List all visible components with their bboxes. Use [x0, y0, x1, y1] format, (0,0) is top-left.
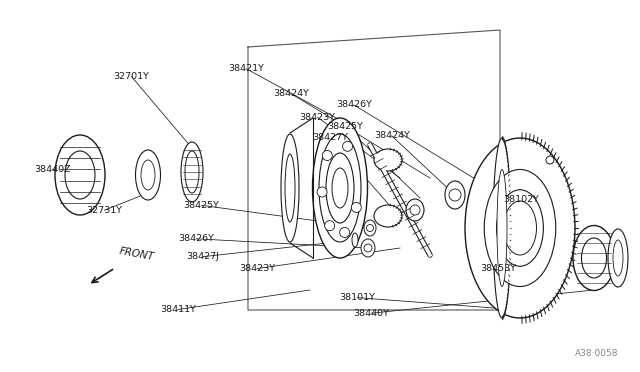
Text: 32731Y: 32731Y — [86, 206, 122, 215]
Text: 38423Y: 38423Y — [300, 113, 335, 122]
Ellipse shape — [319, 134, 361, 242]
Ellipse shape — [374, 149, 402, 171]
Text: 38411Y: 38411Y — [160, 305, 196, 314]
Circle shape — [364, 244, 372, 252]
Circle shape — [340, 227, 349, 237]
Text: 38421Y: 38421Y — [228, 64, 264, 73]
Text: 38426Y: 38426Y — [336, 100, 372, 109]
Circle shape — [449, 189, 461, 201]
Ellipse shape — [504, 201, 536, 255]
Ellipse shape — [465, 138, 575, 318]
Circle shape — [410, 205, 420, 215]
Text: FRONT: FRONT — [118, 246, 155, 262]
Ellipse shape — [582, 238, 607, 278]
Ellipse shape — [406, 199, 424, 221]
Ellipse shape — [55, 135, 105, 215]
Circle shape — [351, 202, 362, 212]
Ellipse shape — [141, 160, 155, 190]
Ellipse shape — [312, 118, 367, 258]
Text: 38424Y: 38424Y — [374, 131, 410, 140]
Circle shape — [546, 156, 554, 164]
Ellipse shape — [497, 170, 507, 286]
Circle shape — [317, 187, 327, 197]
Text: 38424Y: 38424Y — [273, 89, 309, 98]
Ellipse shape — [364, 220, 376, 236]
Ellipse shape — [181, 142, 203, 202]
Text: 38426Y: 38426Y — [179, 234, 214, 243]
Text: 38101Y: 38101Y — [339, 293, 375, 302]
Ellipse shape — [326, 153, 354, 223]
Ellipse shape — [65, 151, 95, 199]
Circle shape — [324, 221, 335, 231]
Ellipse shape — [281, 134, 299, 242]
Ellipse shape — [352, 233, 358, 247]
Circle shape — [342, 141, 353, 151]
Ellipse shape — [608, 229, 628, 287]
Ellipse shape — [445, 181, 465, 209]
Ellipse shape — [136, 150, 161, 200]
Ellipse shape — [497, 190, 543, 266]
Text: 38427J: 38427J — [186, 252, 220, 261]
Ellipse shape — [484, 170, 556, 286]
Text: 38440Z: 38440Z — [34, 165, 71, 174]
Ellipse shape — [361, 239, 375, 257]
Circle shape — [323, 150, 332, 160]
Ellipse shape — [613, 240, 623, 276]
Ellipse shape — [332, 168, 348, 208]
Text: 38423Y: 38423Y — [239, 264, 275, 273]
Ellipse shape — [493, 138, 511, 318]
Circle shape — [367, 224, 374, 231]
Ellipse shape — [573, 225, 615, 291]
Text: 38425Y: 38425Y — [184, 201, 220, 210]
Text: 32701Y: 32701Y — [113, 72, 149, 81]
Text: 38102Y: 38102Y — [504, 195, 540, 203]
Ellipse shape — [185, 151, 199, 193]
Ellipse shape — [285, 154, 295, 222]
Text: 38425Y: 38425Y — [328, 122, 364, 131]
Text: A38·0058: A38·0058 — [575, 349, 618, 358]
Ellipse shape — [374, 205, 402, 227]
Text: 38427Y: 38427Y — [312, 133, 348, 142]
Text: 38453Y: 38453Y — [480, 264, 516, 273]
Text: 38440Y: 38440Y — [353, 309, 389, 318]
